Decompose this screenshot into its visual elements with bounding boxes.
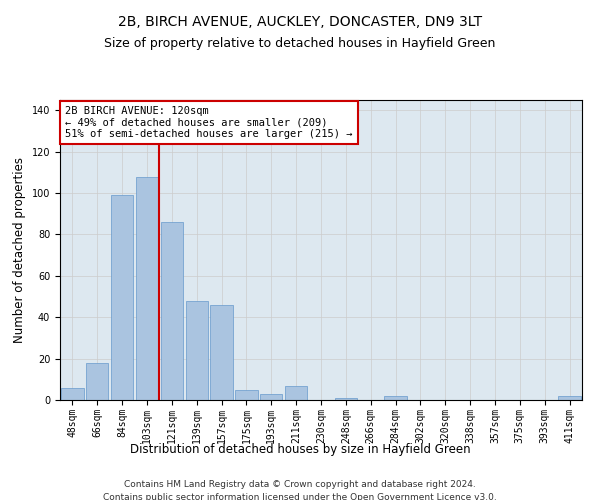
- Bar: [235, 390, 257, 400]
- Y-axis label: Number of detached properties: Number of detached properties: [13, 157, 26, 343]
- Text: 2B BIRCH AVENUE: 120sqm
← 49% of detached houses are smaller (209)
51% of semi-d: 2B BIRCH AVENUE: 120sqm ← 49% of detache…: [65, 106, 353, 139]
- Text: Distribution of detached houses by size in Hayfield Green: Distribution of detached houses by size …: [130, 442, 470, 456]
- Bar: [161, 222, 183, 400]
- Bar: [86, 363, 109, 400]
- Bar: [385, 396, 407, 400]
- Text: Contains public sector information licensed under the Open Government Licence v3: Contains public sector information licen…: [103, 492, 497, 500]
- Bar: [335, 398, 357, 400]
- Text: Contains HM Land Registry data © Crown copyright and database right 2024.: Contains HM Land Registry data © Crown c…: [124, 480, 476, 489]
- Bar: [559, 396, 581, 400]
- Bar: [285, 386, 307, 400]
- Bar: [136, 176, 158, 400]
- Text: Size of property relative to detached houses in Hayfield Green: Size of property relative to detached ho…: [104, 38, 496, 51]
- Text: 2B, BIRCH AVENUE, AUCKLEY, DONCASTER, DN9 3LT: 2B, BIRCH AVENUE, AUCKLEY, DONCASTER, DN…: [118, 15, 482, 29]
- Bar: [260, 394, 283, 400]
- Bar: [61, 388, 83, 400]
- Bar: [111, 195, 133, 400]
- Bar: [211, 305, 233, 400]
- Bar: [185, 300, 208, 400]
